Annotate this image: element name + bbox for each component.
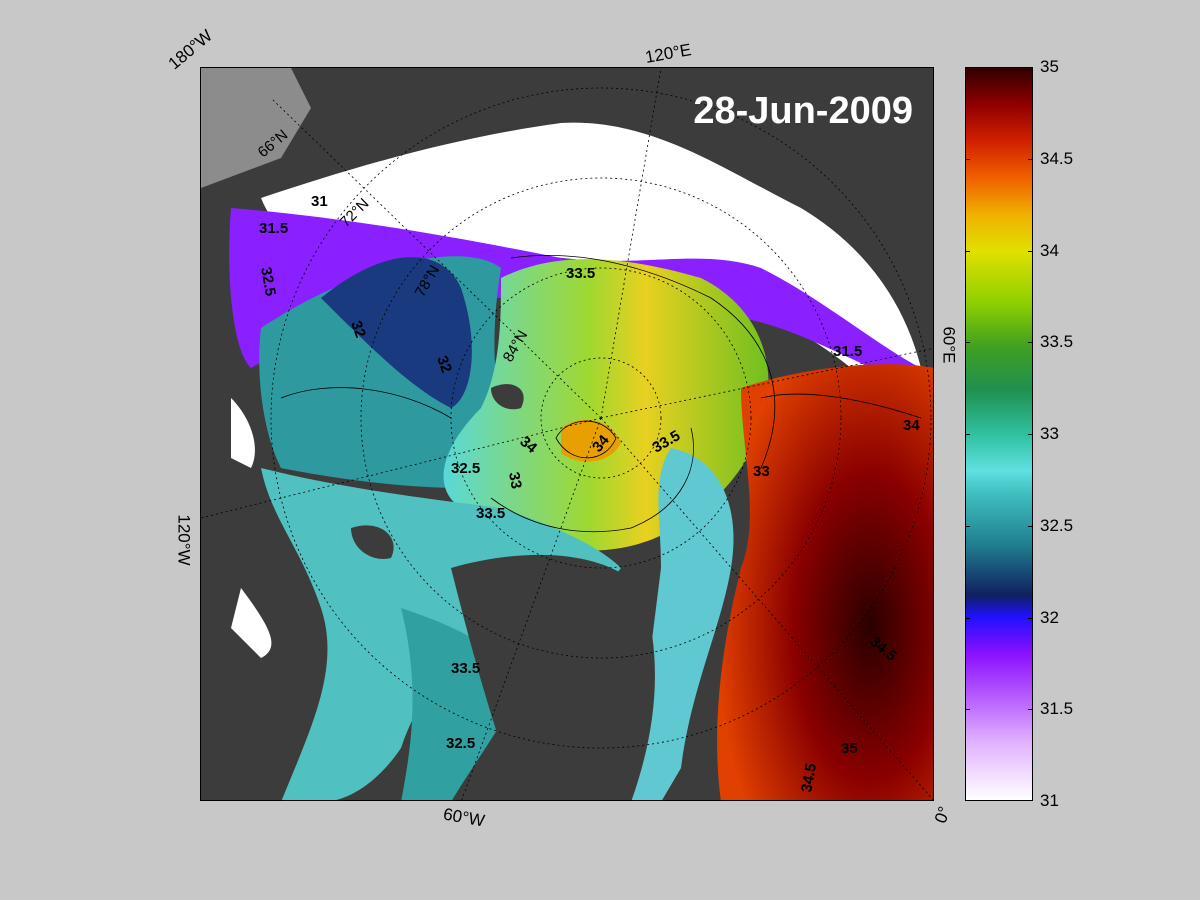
lon-label-60e: 60°E bbox=[939, 326, 959, 364]
colorbar-tick-mark bbox=[965, 250, 970, 252]
contour-label: 32.5 bbox=[257, 266, 279, 298]
colorbar-tick-mark bbox=[965, 158, 970, 160]
colorbar-tick-mark bbox=[1028, 434, 1033, 435]
lon-label-60w: 60°W bbox=[441, 804, 487, 831]
contour-lines bbox=[280, 255, 922, 533]
colorbar bbox=[965, 67, 1033, 801]
contour-label: 33.5 bbox=[566, 265, 595, 282]
colorbar-tick-mark bbox=[965, 342, 970, 344]
colorbar-tick-mark bbox=[1028, 250, 1033, 252]
colorbar-tick-mark bbox=[965, 525, 970, 527]
greenland bbox=[451, 554, 655, 800]
colorbar-tick-mark bbox=[1028, 617, 1033, 619]
alaska-land bbox=[201, 68, 311, 188]
colorbar-tick-mark bbox=[965, 67, 970, 68]
contour-label: 34 bbox=[903, 417, 920, 434]
contour-line bbox=[280, 387, 452, 419]
date-label: 28-Jun-2009 bbox=[693, 90, 913, 132]
contour-label: 33 bbox=[505, 471, 525, 490]
contour-label: 31 bbox=[311, 193, 328, 210]
colorbar-tick-label: 33 bbox=[1040, 424, 1059, 443]
lon-label-0: 0° bbox=[930, 803, 955, 826]
meridian bbox=[600, 348, 933, 419]
colorbar-tick-label: 32 bbox=[1040, 607, 1059, 627]
colorbar-tick-mark bbox=[1028, 67, 1033, 68]
lat-circle-66 bbox=[270, 87, 932, 749]
island-2 bbox=[351, 525, 394, 559]
contour-label: 35 bbox=[841, 740, 858, 757]
contour-label: 34.5 bbox=[798, 762, 820, 794]
colorbar-tick-mark bbox=[1028, 709, 1033, 711]
sea-ice-edge bbox=[231, 398, 255, 468]
beaufort-core bbox=[321, 257, 472, 408]
barents-coast bbox=[631, 448, 734, 800]
contour-label: 33.5 bbox=[476, 505, 505, 522]
colorbar-tick-mark bbox=[965, 709, 970, 711]
atlantic-inflow bbox=[717, 364, 933, 800]
colorbar-tick-mark bbox=[1028, 800, 1033, 801]
contour-label: 32.5 bbox=[446, 735, 475, 752]
colorbar-tick-label: 34.5 bbox=[1040, 148, 1074, 168]
contour-label: 33 bbox=[753, 463, 770, 480]
colorbar-tick-label: 31 bbox=[1040, 791, 1059, 810]
graticule bbox=[201, 68, 933, 800]
meridian bbox=[270, 97, 602, 419]
meridian bbox=[461, 417, 602, 800]
colorbar-tick-mark bbox=[965, 800, 970, 801]
meridian bbox=[201, 417, 602, 519]
sea-ice-edge-2 bbox=[231, 588, 272, 658]
contour-label: 32.5 bbox=[451, 460, 480, 477]
contour-line bbox=[760, 393, 922, 419]
colorbar-tick-mark bbox=[1028, 342, 1033, 344]
meridian bbox=[600, 68, 662, 419]
contour-line bbox=[555, 420, 617, 459]
contour-line bbox=[510, 255, 776, 469]
salinity-map: 66°N 72°N 78°N 84°N 31 31.5 31.5 32 32 3… bbox=[200, 67, 934, 801]
island bbox=[491, 384, 524, 410]
contour-label: 31.5 bbox=[833, 343, 862, 360]
colorbar-tick-mark bbox=[965, 617, 970, 619]
colorbar-tick-mark bbox=[1028, 158, 1033, 160]
colorbar-tick-label: 31.5 bbox=[1040, 699, 1074, 719]
contour-label: 32 bbox=[433, 354, 455, 375]
lon-label-120w: 120°W bbox=[174, 514, 194, 566]
lat-circle-84 bbox=[540, 357, 662, 479]
colorbar-tick-label: 33.5 bbox=[1040, 332, 1074, 352]
lon-label-120e: 120°E bbox=[643, 40, 693, 67]
colorbar-tick-mark bbox=[1028, 525, 1033, 527]
contour-label: 32 bbox=[347, 319, 369, 340]
colorbar-tick-label: 34 bbox=[1040, 240, 1059, 260]
colorbar-tick-mark bbox=[965, 434, 970, 435]
colorbar-tick-label: 35 bbox=[1040, 57, 1059, 76]
colorbar-tick-label: 32.5 bbox=[1040, 515, 1074, 535]
lat-circle-72 bbox=[360, 177, 842, 659]
contour-label: 33.5 bbox=[451, 660, 480, 677]
map-canvas: 66°N 72°N 78°N 84°N 31 31.5 31.5 32 32 3… bbox=[201, 68, 933, 800]
contour-line bbox=[490, 427, 694, 533]
contour-label: 31.5 bbox=[259, 220, 288, 237]
